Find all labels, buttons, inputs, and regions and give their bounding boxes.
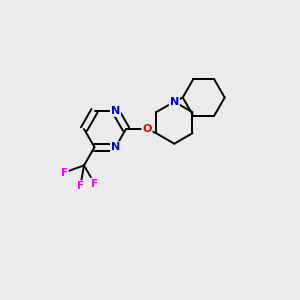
- Text: F: F: [91, 178, 98, 189]
- Text: N: N: [111, 106, 120, 116]
- Text: F: F: [61, 168, 68, 178]
- Text: N: N: [170, 97, 179, 107]
- Text: N: N: [111, 142, 120, 152]
- Text: F: F: [77, 181, 84, 191]
- Text: O: O: [142, 124, 152, 134]
